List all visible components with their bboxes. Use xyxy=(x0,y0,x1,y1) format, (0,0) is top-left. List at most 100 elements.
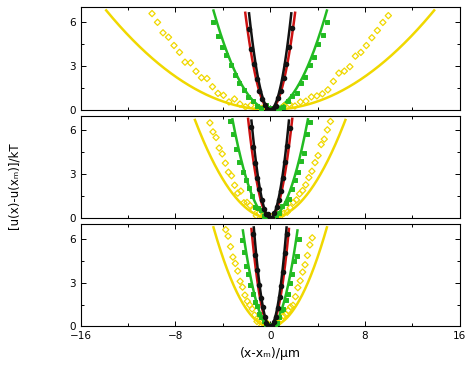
Point xyxy=(264,323,272,329)
Point xyxy=(277,213,285,219)
Point xyxy=(247,46,255,52)
Point xyxy=(283,231,291,237)
Point xyxy=(245,94,252,100)
Point xyxy=(258,323,265,329)
Point xyxy=(234,190,242,196)
Point xyxy=(254,205,262,211)
Point xyxy=(310,54,318,60)
Point xyxy=(251,299,259,305)
Point xyxy=(277,316,285,322)
Point xyxy=(341,68,348,74)
Point xyxy=(251,204,259,210)
Point xyxy=(247,102,255,108)
Point xyxy=(170,43,178,49)
Point xyxy=(251,312,258,318)
Point xyxy=(263,320,270,326)
Point xyxy=(247,125,255,131)
Point xyxy=(273,204,281,210)
Point xyxy=(287,304,294,310)
Point xyxy=(282,159,289,165)
Point xyxy=(279,203,286,209)
Point xyxy=(282,200,289,206)
Point xyxy=(273,320,280,326)
Point xyxy=(276,294,283,300)
Point xyxy=(278,283,285,289)
Point xyxy=(324,127,331,133)
Point xyxy=(249,291,256,297)
Point xyxy=(253,76,261,82)
Point xyxy=(206,120,214,126)
Point xyxy=(286,125,293,131)
Point xyxy=(269,322,276,328)
Point xyxy=(266,323,274,329)
Point xyxy=(263,319,270,325)
Point xyxy=(275,197,283,203)
Point xyxy=(374,27,381,33)
Point xyxy=(292,294,299,300)
Point xyxy=(219,151,226,157)
Point xyxy=(224,233,232,239)
Point xyxy=(192,68,200,74)
Point xyxy=(237,278,244,284)
Point xyxy=(231,260,239,266)
Point xyxy=(274,95,282,101)
Point xyxy=(209,84,216,90)
Point xyxy=(225,99,233,105)
Point xyxy=(363,43,370,49)
Point xyxy=(274,212,282,218)
Point xyxy=(249,98,256,104)
Point xyxy=(262,211,270,217)
Point xyxy=(306,119,314,125)
Point xyxy=(296,191,303,197)
X-axis label: (x-xₘ)/μm: (x-xₘ)/μm xyxy=(240,347,301,360)
Point xyxy=(315,40,322,46)
Point xyxy=(255,282,263,288)
Point xyxy=(280,103,288,109)
Point xyxy=(266,214,274,220)
Point xyxy=(259,215,266,221)
Point xyxy=(270,324,278,329)
Point xyxy=(271,214,279,220)
Point xyxy=(251,252,259,258)
Point xyxy=(277,88,285,94)
Point xyxy=(297,80,305,86)
Point xyxy=(240,200,248,206)
Point xyxy=(245,185,253,191)
Point xyxy=(222,227,229,233)
Point xyxy=(249,232,257,237)
Point xyxy=(209,129,217,135)
Point xyxy=(187,60,194,66)
Point xyxy=(272,314,280,320)
Point xyxy=(379,19,387,25)
Point xyxy=(282,297,289,303)
Point xyxy=(294,170,301,175)
Point xyxy=(266,215,274,221)
Point xyxy=(260,213,268,219)
Point xyxy=(265,324,273,329)
Point xyxy=(212,135,220,141)
Point xyxy=(299,269,306,275)
Point xyxy=(264,215,271,221)
Point xyxy=(242,104,249,110)
Point xyxy=(305,175,313,181)
Point xyxy=(239,284,246,290)
Point xyxy=(302,98,310,104)
Point xyxy=(284,291,292,297)
Point xyxy=(264,107,271,113)
Point xyxy=(277,188,285,194)
Point xyxy=(219,92,227,98)
Point xyxy=(275,314,283,320)
Point xyxy=(227,244,234,250)
Point xyxy=(266,107,274,113)
Point xyxy=(227,62,235,68)
Point xyxy=(279,175,287,181)
Point xyxy=(288,25,295,31)
Point xyxy=(288,93,296,99)
Point xyxy=(238,237,246,243)
Point xyxy=(295,236,302,242)
Point xyxy=(271,107,278,113)
Point xyxy=(268,214,275,220)
Point xyxy=(269,215,277,221)
Point xyxy=(243,200,251,206)
Point xyxy=(277,307,285,313)
